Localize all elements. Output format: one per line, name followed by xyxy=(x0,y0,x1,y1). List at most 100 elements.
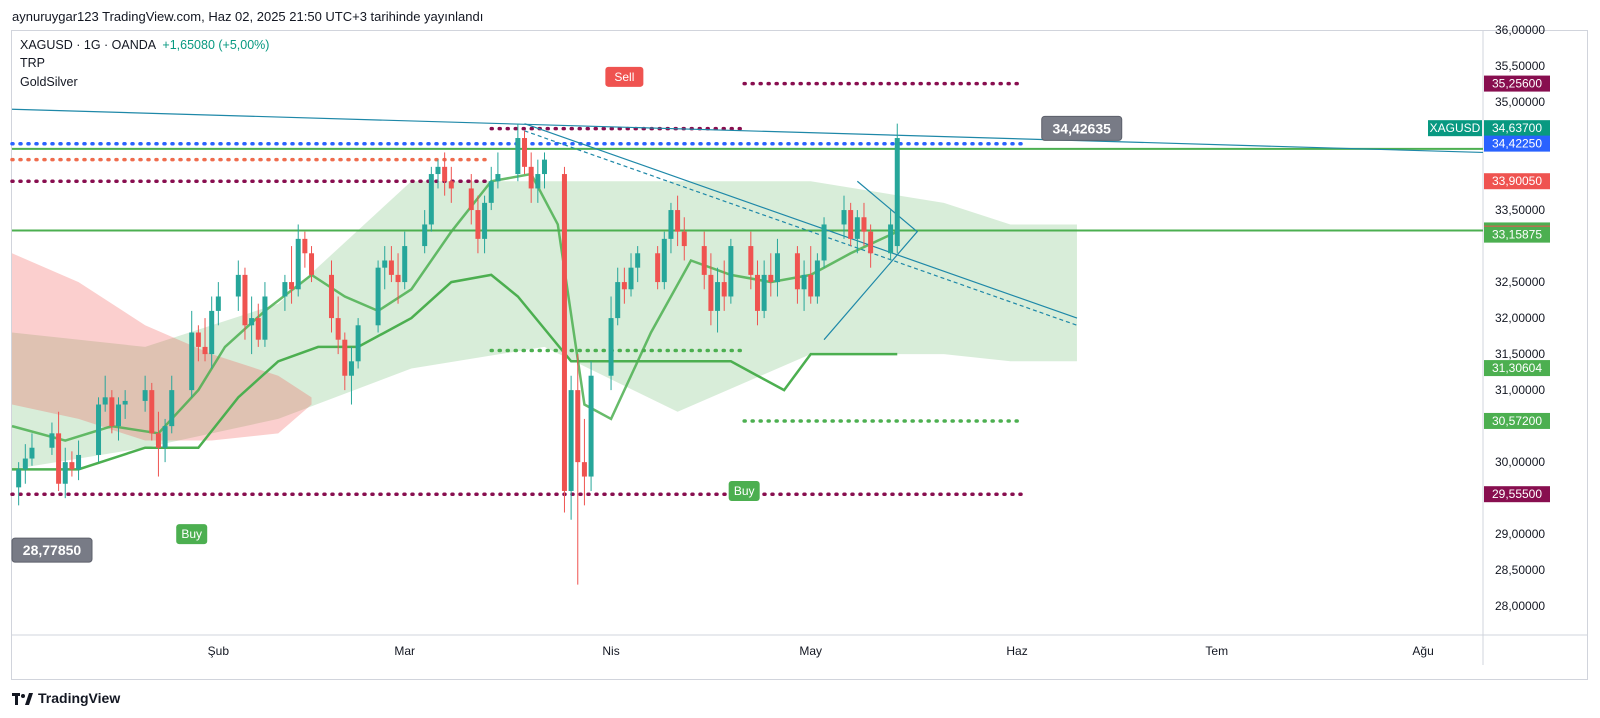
price-tag-label-5: 33,90050 xyxy=(1492,174,1542,188)
candle-body-23 xyxy=(235,274,241,297)
candle-body-91 xyxy=(861,217,867,232)
candle-body-27 xyxy=(262,296,268,340)
price-tag-label-2: 34,63700 xyxy=(1492,121,1542,135)
candle-body-92 xyxy=(868,231,874,254)
price-tag-box-10 xyxy=(1484,412,1550,429)
candle-body-81 xyxy=(768,274,774,283)
candle-body-38 xyxy=(375,267,381,326)
signal-sell-box-0 xyxy=(605,66,644,87)
signal-buy-label-2: Buy xyxy=(734,484,755,498)
trendline-long xyxy=(11,108,1484,154)
signals: Sell Buy Buy 34,42635 28,77850 xyxy=(11,66,1123,563)
candle-body-68 xyxy=(655,253,661,283)
price-tag-label-11: 29,55500 xyxy=(1492,487,1542,501)
tradingview-footer[interactable]: TradingView xyxy=(12,690,120,706)
candle-body-45 xyxy=(435,166,441,175)
candle-body-85 xyxy=(808,274,814,297)
y-tick-label: 36,00000 xyxy=(1495,23,1545,37)
y-tick-label: 31,00000 xyxy=(1495,383,1545,397)
candle-body-1 xyxy=(22,458,28,470)
candle-body-60 xyxy=(575,390,581,463)
x-tick-label: Haz xyxy=(1006,644,1027,658)
tag-symbol-label: XAGUSD xyxy=(1430,121,1481,135)
candle-body-16 xyxy=(162,426,168,448)
candle-body-40 xyxy=(388,260,394,275)
y-tick-label: 28,00000 xyxy=(1495,599,1545,613)
y-tick-label: 32,00000 xyxy=(1495,311,1545,325)
candles xyxy=(16,123,900,585)
candle-body-32 xyxy=(309,253,315,275)
candle-body-47 xyxy=(448,181,454,189)
price-tag-box-8 xyxy=(1484,226,1550,243)
candle-body-93 xyxy=(888,224,894,254)
candle-body-13 xyxy=(142,390,148,401)
candle-body-43 xyxy=(422,224,428,247)
candle-body-58 xyxy=(561,174,567,491)
price-tag-label-0: 35,25600 xyxy=(1492,77,1542,91)
price-tag-box-2 xyxy=(1484,120,1550,137)
price-tag-label-9: 31,30604 xyxy=(1492,361,1542,375)
legend-symbol-row[interactable]: XAGUSD · 1G · OANDA +1,65080 (+5,00%) xyxy=(20,38,269,52)
candle-body-63 xyxy=(608,318,614,376)
candle-body-12 xyxy=(122,400,128,405)
candle-body-78 xyxy=(748,246,754,275)
candle-body-94 xyxy=(894,138,900,247)
tradingview-logo-icon xyxy=(12,692,34,705)
price-tag-label-10: 30,57200 xyxy=(1492,414,1542,428)
levels xyxy=(10,81,1483,496)
candle-body-7 xyxy=(76,454,82,470)
candle-body-52 xyxy=(495,174,501,182)
signal-buy-box-2 xyxy=(728,480,760,501)
candle-body-22 xyxy=(215,296,221,311)
x-tick-label: May xyxy=(799,644,822,658)
candle-body-75 xyxy=(715,282,721,311)
candle-body-71 xyxy=(675,210,681,232)
legend-indicator-goldsilver[interactable]: GoldSilver xyxy=(20,75,78,89)
candle-body-24 xyxy=(242,274,248,326)
x-tick-label: Nis xyxy=(602,644,619,658)
y-tick-label: 32,50000 xyxy=(1495,275,1545,289)
chart-frame[interactable] xyxy=(11,30,1588,680)
signal-buy-box-1 xyxy=(176,524,208,545)
candle-body-50 xyxy=(482,202,488,239)
grid xyxy=(12,30,1588,665)
candle-body-87 xyxy=(821,224,827,261)
candle-body-19 xyxy=(195,332,201,347)
callout-box-1 xyxy=(11,537,93,563)
x-tick-label: Mar xyxy=(394,644,415,658)
candle-body-73 xyxy=(701,246,707,275)
candle-body-33 xyxy=(328,274,334,319)
candle-body-57 xyxy=(541,159,547,175)
price-tag-box-0 xyxy=(1484,75,1550,92)
y-tick-label: 28,50000 xyxy=(1495,563,1545,577)
candle-body-3 xyxy=(49,433,55,448)
candle-body-51 xyxy=(488,181,494,203)
x-tick-label: Tem xyxy=(1205,644,1228,658)
signal-buy-label-1: Buy xyxy=(181,527,202,541)
callout-label-1: 28,77850 xyxy=(23,542,82,558)
candle-body-18 xyxy=(189,332,195,391)
price-tags: 35,25600XAGUSD34,6370002:09:2934,4225033… xyxy=(1428,75,1550,503)
candle-body-8 xyxy=(96,404,102,455)
legend-change: +1,65080 (+5,00%) xyxy=(162,38,270,52)
price-tag-box-11 xyxy=(1484,486,1550,503)
candle-body-62 xyxy=(588,375,594,477)
candle-body-82 xyxy=(774,253,780,283)
candle-body-90 xyxy=(854,217,860,239)
price-axis: 36,00000 35,50000 35,00000 33,50000 32,50000… xyxy=(1495,23,1545,613)
candle-body-15 xyxy=(155,433,161,448)
candle-body-72 xyxy=(681,231,687,247)
candle-body-86 xyxy=(814,260,820,297)
candle-body-2 xyxy=(29,447,35,459)
y-tick-label: 31,50000 xyxy=(1495,347,1545,361)
y-tick-label: 30,00000 xyxy=(1495,455,1545,469)
candle-body-9 xyxy=(102,397,108,405)
price-tag-box-5 xyxy=(1484,173,1550,190)
candle-body-66 xyxy=(628,267,634,290)
legend-indicator-trp[interactable]: TRP xyxy=(20,56,45,70)
candle-body-26 xyxy=(255,318,261,340)
candle-body-88 xyxy=(841,210,847,225)
price-tag-label-8: 33,15875 xyxy=(1492,228,1542,242)
tag-symbol-box xyxy=(1428,120,1482,137)
